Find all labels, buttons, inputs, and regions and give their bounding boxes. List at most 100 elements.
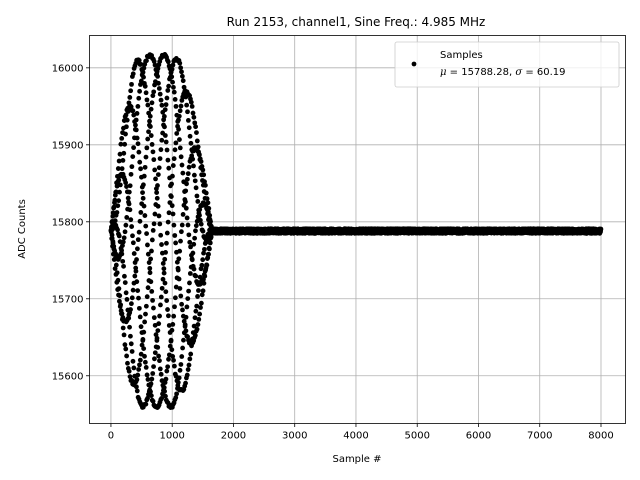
data-point (141, 182, 146, 188)
data-point (148, 279, 154, 285)
data-point (119, 251, 125, 257)
data-point (122, 229, 128, 235)
data-point (126, 189, 132, 195)
data-point (120, 258, 126, 264)
data-point (117, 189, 122, 195)
data-point (135, 104, 141, 109)
data-point (157, 156, 163, 161)
data-point (163, 250, 168, 255)
data-point (147, 113, 153, 119)
data-point (151, 364, 156, 369)
data-point (157, 366, 163, 372)
data-point (151, 315, 157, 321)
data-point (180, 307, 185, 313)
data-point (145, 242, 150, 248)
data-point (180, 170, 186, 176)
legend-label: Samples (440, 50, 483, 61)
data-point (162, 280, 168, 286)
data-point (137, 88, 143, 94)
data-point (149, 289, 155, 294)
data-point (136, 295, 141, 301)
data-point (191, 114, 197, 120)
data-point (122, 342, 128, 348)
data-point (176, 375, 182, 381)
data-point (118, 141, 124, 147)
data-point (197, 217, 203, 223)
data-point (123, 131, 128, 137)
data-point (136, 229, 142, 235)
data-point (164, 240, 169, 246)
data-point (158, 302, 163, 308)
data-point (168, 337, 174, 343)
data-point (159, 285, 165, 291)
data-point (186, 125, 192, 131)
data-point (182, 322, 188, 328)
data-point (179, 222, 185, 228)
data-point (189, 257, 195, 263)
data-point (176, 256, 182, 262)
data-point (176, 113, 182, 119)
data-point (142, 83, 148, 89)
data-point (200, 167, 206, 173)
data-point (192, 178, 198, 184)
plot-frame (89, 35, 626, 424)
data-point (197, 311, 203, 317)
data-point (130, 154, 136, 160)
data-point (132, 273, 138, 279)
data-point (162, 256, 168, 262)
data-point (166, 210, 172, 216)
y-tick-label: 15900 (52, 140, 84, 151)
data-point (185, 171, 191, 177)
data-point (194, 130, 199, 135)
data-point (171, 313, 177, 319)
data-point (147, 270, 153, 276)
data-point (179, 301, 185, 307)
data-point (166, 165, 172, 171)
data-point (188, 99, 194, 105)
data-point (203, 182, 208, 188)
data-point (179, 73, 185, 79)
data-point (137, 362, 142, 368)
data-point (194, 326, 200, 332)
x-tick-label: 2000 (221, 431, 246, 442)
data-point (129, 301, 134, 307)
data-point (144, 145, 150, 151)
data-point (120, 243, 125, 248)
data-point (141, 329, 147, 335)
data-point (151, 58, 157, 64)
data-point (142, 359, 148, 365)
data-point (170, 321, 176, 327)
data-point (188, 140, 194, 146)
data-point (184, 102, 190, 108)
data-point (183, 380, 188, 386)
data-point (170, 211, 176, 217)
data-point (148, 106, 154, 112)
data-point (155, 203, 161, 209)
data-point (154, 335, 160, 341)
data-point (170, 173, 175, 179)
data-point (116, 286, 122, 292)
data-point (197, 152, 202, 158)
data-point (160, 276, 166, 282)
data-point (184, 372, 190, 378)
data-point (199, 292, 205, 298)
data-point (186, 232, 192, 238)
data-point (177, 367, 183, 373)
data-point (145, 102, 151, 108)
data-point (177, 286, 183, 291)
data-point (119, 166, 125, 172)
data-point (174, 391, 180, 397)
data-point (187, 271, 193, 276)
data-point (177, 60, 183, 66)
data-point (208, 219, 213, 224)
data-point (155, 183, 160, 188)
data-point (123, 124, 129, 130)
data-point (149, 237, 155, 243)
data-point (116, 177, 122, 183)
data-point (187, 280, 192, 286)
data-point (187, 239, 193, 245)
data-point (128, 341, 134, 347)
data-point (169, 347, 175, 353)
data-point (142, 353, 147, 359)
